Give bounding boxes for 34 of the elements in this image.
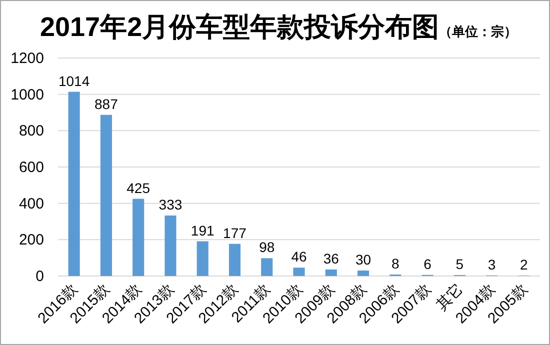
y-tick-label: 0 bbox=[36, 268, 44, 285]
y-tick-label: 1200 bbox=[10, 50, 44, 67]
data-label: 191 bbox=[190, 222, 214, 238]
bar bbox=[325, 269, 337, 276]
bar bbox=[68, 92, 80, 276]
data-label: 177 bbox=[223, 224, 247, 241]
data-label: 98 bbox=[259, 239, 275, 256]
y-tick-label: 600 bbox=[18, 159, 44, 176]
bar bbox=[196, 241, 208, 276]
bar bbox=[357, 270, 370, 276]
data-label: 3 bbox=[488, 256, 496, 272]
y-tick-label: 1000 bbox=[10, 86, 44, 104]
data-label: 5 bbox=[456, 256, 464, 272]
data-label: 2 bbox=[520, 256, 528, 273]
bar bbox=[228, 244, 241, 276]
chart-title: 2017年2月份车型年款投诉分布图 bbox=[40, 12, 440, 42]
bar bbox=[164, 216, 176, 276]
data-label: 36 bbox=[323, 250, 340, 266]
data-label: 6 bbox=[424, 256, 432, 272]
bar bbox=[100, 114, 112, 276]
data-label: 8 bbox=[392, 256, 400, 272]
data-label: 887 bbox=[94, 96, 118, 112]
chart-subtitle: （单位：宗） bbox=[439, 24, 518, 39]
bar bbox=[132, 198, 144, 276]
data-label: 30 bbox=[355, 252, 372, 268]
data-label: 425 bbox=[126, 180, 150, 196]
data-label: 333 bbox=[158, 196, 182, 213]
data-label: 1014 bbox=[58, 72, 90, 89]
y-tick-label: 400 bbox=[18, 195, 44, 212]
y-tick-label: 800 bbox=[18, 122, 44, 140]
bar bbox=[293, 268, 305, 276]
bar bbox=[261, 258, 273, 276]
y-tick-label: 200 bbox=[18, 232, 44, 249]
data-label: 46 bbox=[291, 248, 307, 265]
